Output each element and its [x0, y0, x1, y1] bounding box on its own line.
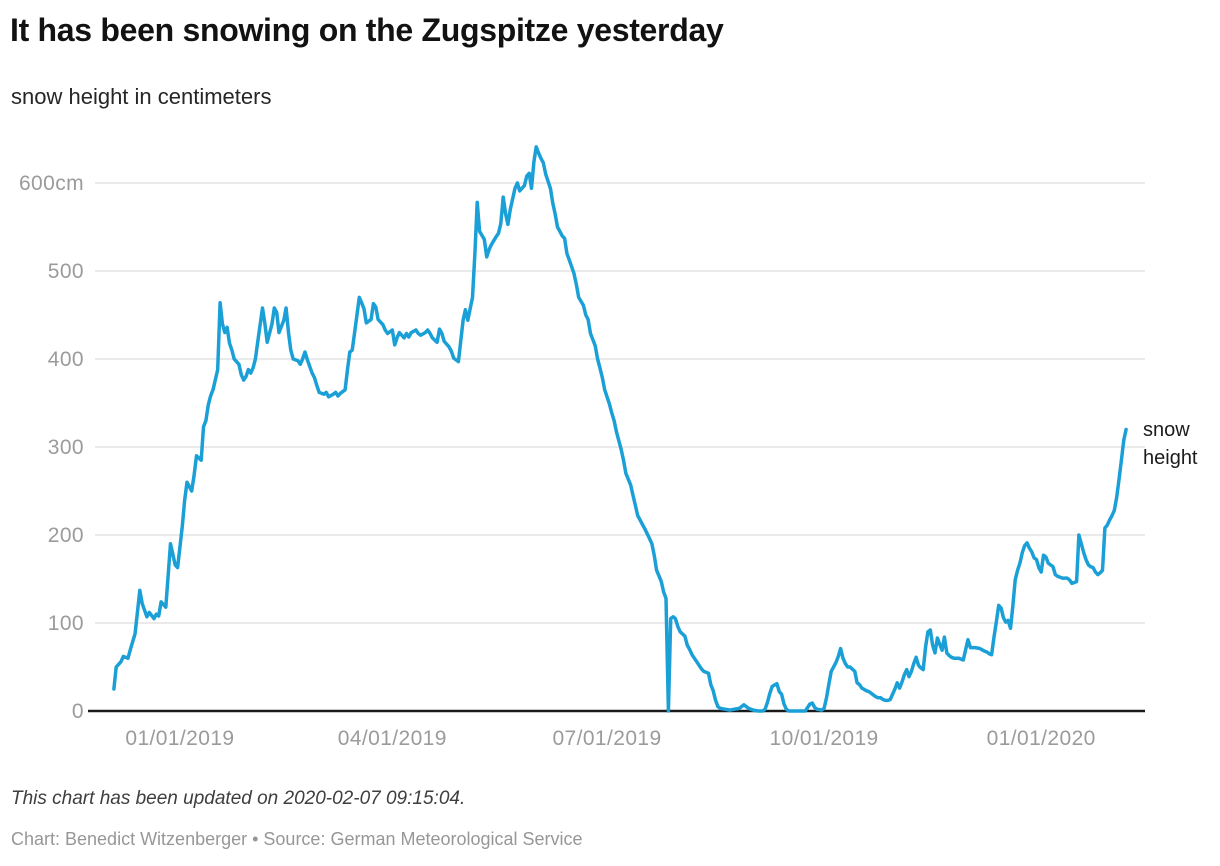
y-axis-tick-label: 200 — [48, 524, 84, 547]
x-axis-tick-label: 01/01/2020 — [987, 727, 1096, 750]
update-note: This chart has been updated on 2020-02-0… — [11, 788, 466, 809]
x-axis-tick-label: 04/01/2019 — [338, 727, 447, 750]
x-axis-tick-label: 07/01/2019 — [552, 727, 661, 750]
x-axis-tick-label: 01/01/2019 — [125, 727, 234, 750]
chart-subtitle: snow height in centimeters — [11, 84, 272, 109]
y-axis-tick-label: 100 — [48, 612, 84, 635]
y-axis-tick-label: 500 — [48, 260, 84, 283]
chart-title: It has been snowing on the Zugspitze yes… — [10, 12, 724, 48]
x-axis-tick-label: 10/01/2019 — [770, 727, 879, 750]
y-axis-tick-label: 600cm — [19, 172, 84, 195]
snow-height-line — [112, 145, 1128, 713]
y-axis-tick-label: 400 — [48, 348, 84, 371]
y-axis-tick-label: 300 — [48, 436, 84, 459]
credit-line: Chart: Benedict Witzenberger • Source: G… — [11, 829, 583, 849]
series-label: snow height — [1143, 419, 1198, 469]
y-axis-tick-label: 0 — [72, 700, 84, 723]
